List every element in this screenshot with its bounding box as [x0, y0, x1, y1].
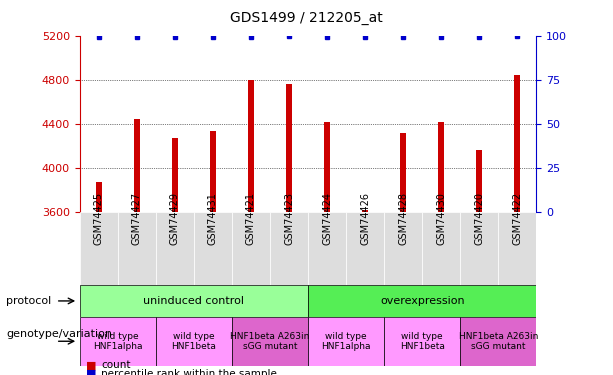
Text: GSM74428: GSM74428: [398, 192, 408, 245]
Bar: [118, 212, 156, 285]
Bar: [384, 317, 460, 366]
Bar: [438, 122, 444, 212]
Bar: [232, 212, 270, 285]
Text: GSM74421: GSM74421: [246, 192, 256, 245]
Text: GDS1499 / 212205_at: GDS1499 / 212205_at: [230, 11, 383, 25]
Text: GSM74420: GSM74420: [474, 192, 484, 245]
Bar: [308, 285, 536, 317]
Bar: [384, 212, 422, 285]
Bar: [156, 212, 194, 285]
Text: protocol: protocol: [6, 296, 51, 306]
Bar: [422, 212, 460, 285]
Text: wild type
HNF1alpha: wild type HNF1alpha: [93, 332, 142, 351]
Bar: [324, 122, 330, 212]
Text: GSM74430: GSM74430: [436, 192, 446, 245]
Text: GSM74425: GSM74425: [94, 192, 104, 245]
Bar: [270, 212, 308, 285]
Bar: [362, 210, 368, 212]
Bar: [498, 212, 536, 285]
Text: GSM74429: GSM74429: [170, 192, 180, 245]
Bar: [232, 317, 308, 366]
Text: percentile rank within the sample: percentile rank within the sample: [101, 369, 277, 375]
Bar: [400, 133, 406, 212]
Bar: [308, 317, 384, 366]
Bar: [286, 84, 292, 212]
Bar: [460, 317, 536, 366]
Text: uninduced control: uninduced control: [143, 296, 245, 306]
Bar: [80, 212, 118, 285]
Text: wild type
HNF1beta: wild type HNF1beta: [400, 332, 444, 351]
Text: wild type
HNF1alpha: wild type HNF1alpha: [321, 332, 371, 351]
Bar: [172, 138, 178, 212]
Text: ■: ■: [86, 369, 96, 375]
Text: GSM74422: GSM74422: [512, 192, 522, 245]
Bar: [156, 317, 232, 366]
Text: ■: ■: [86, 360, 96, 370]
Text: HNF1beta A263in
sGG mutant: HNF1beta A263in sGG mutant: [230, 332, 310, 351]
Bar: [460, 212, 498, 285]
Bar: [210, 132, 216, 212]
Bar: [96, 182, 102, 212]
Text: wild type
HNF1beta: wild type HNF1beta: [172, 332, 216, 351]
Bar: [514, 75, 520, 212]
Bar: [308, 212, 346, 285]
Bar: [194, 212, 232, 285]
Text: overexpression: overexpression: [380, 296, 465, 306]
Bar: [134, 119, 140, 212]
Bar: [476, 150, 482, 212]
Text: GSM74426: GSM74426: [360, 192, 370, 245]
Text: GSM74423: GSM74423: [284, 192, 294, 245]
Text: genotype/variation: genotype/variation: [6, 329, 112, 339]
Text: GSM74427: GSM74427: [132, 192, 142, 245]
Bar: [80, 285, 308, 317]
Text: GSM74424: GSM74424: [322, 192, 332, 245]
Bar: [248, 80, 254, 212]
Text: GSM74431: GSM74431: [208, 192, 218, 245]
Bar: [346, 212, 384, 285]
Bar: [80, 317, 156, 366]
Text: count: count: [101, 360, 131, 370]
Text: HNF1beta A263in
sGG mutant: HNF1beta A263in sGG mutant: [459, 332, 538, 351]
